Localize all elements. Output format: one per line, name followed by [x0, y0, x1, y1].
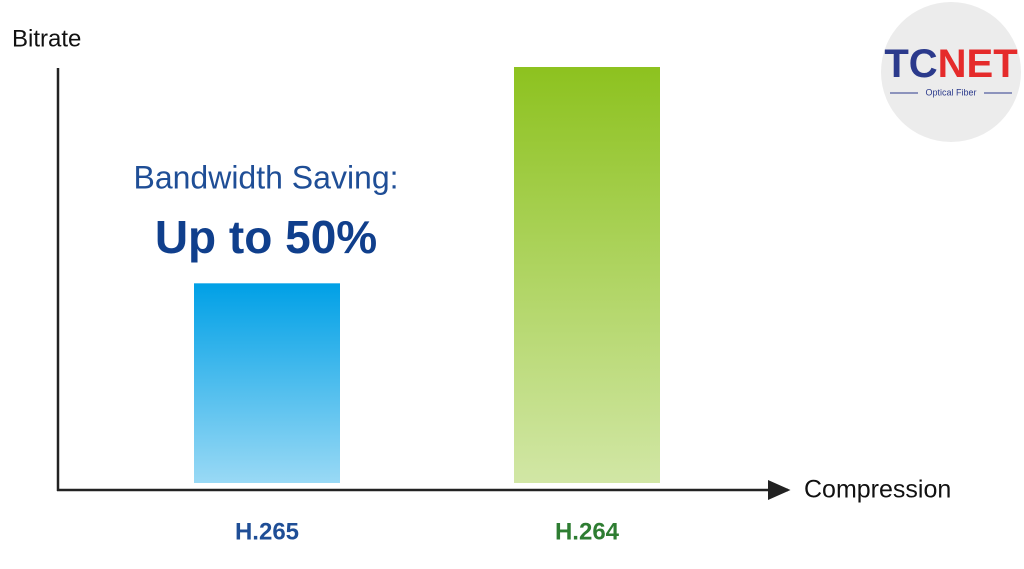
- x-axis-label: Compression: [804, 476, 951, 504]
- logo-part: TC: [884, 42, 937, 86]
- logo-part: NET: [938, 42, 1018, 86]
- logo: TCNET Optical Fiber: [881, 2, 1021, 142]
- x-tick-label: H.264: [555, 518, 620, 545]
- logo-text: TCNET: [884, 42, 1017, 86]
- annotation: Up to 50%: [155, 211, 377, 263]
- annotation: Bandwidth Saving:: [133, 159, 398, 195]
- logo-subtitle: Optical Fiber: [925, 87, 976, 97]
- y-axis-label: Bitrate: [12, 25, 81, 52]
- bar: [514, 67, 660, 483]
- bar: [194, 283, 340, 483]
- x-tick-label: H.265: [235, 518, 299, 545]
- logo-badge: [881, 2, 1021, 142]
